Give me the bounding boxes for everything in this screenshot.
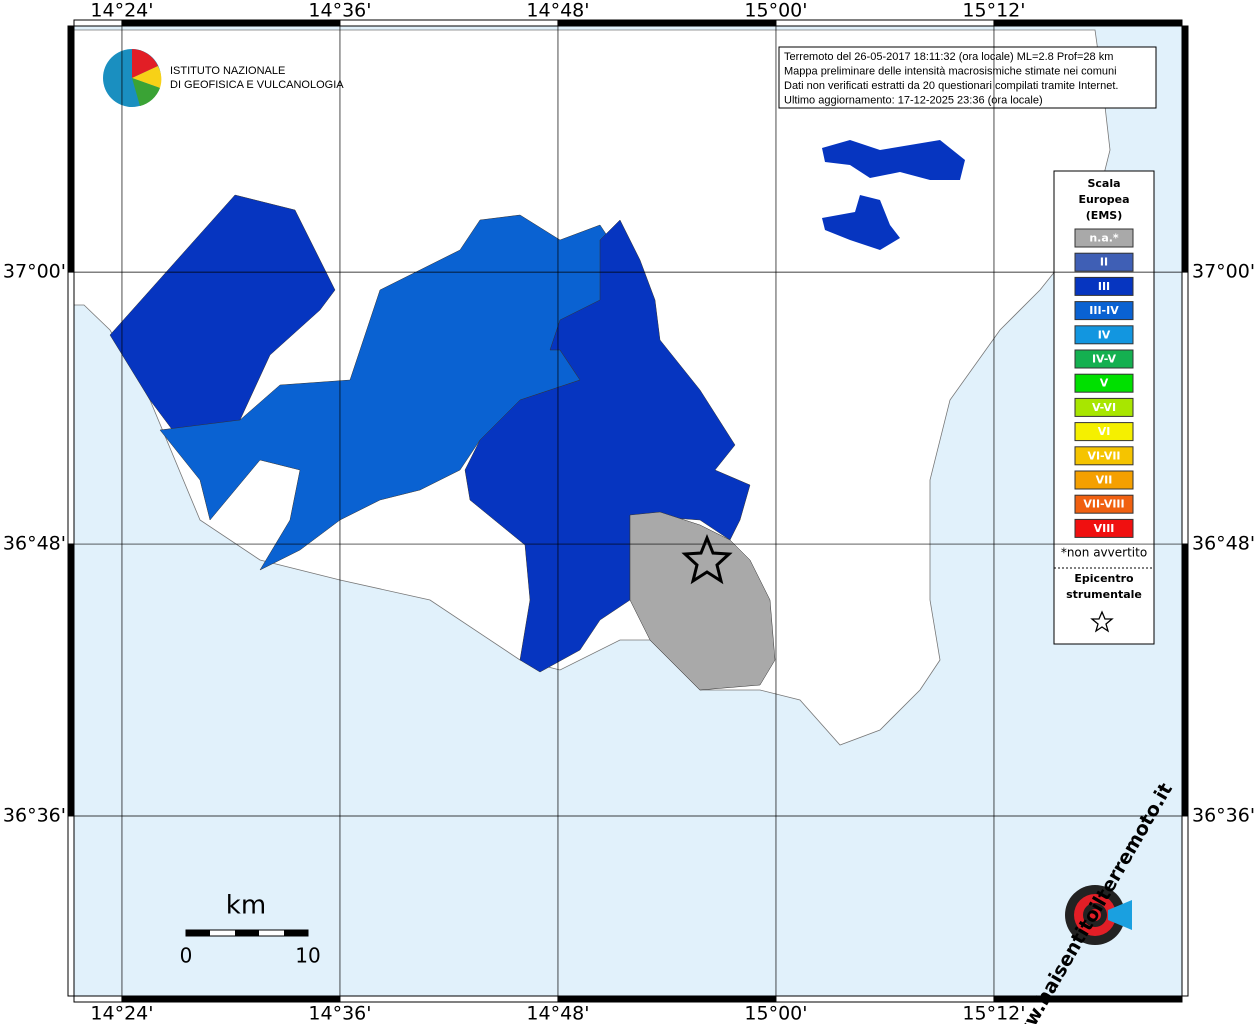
info-line: Mappa preliminare delle intensità macros… <box>784 66 1117 78</box>
frame <box>73 25 1183 997</box>
legend-swatch <box>1074 494 1134 514</box>
legend-swatch <box>1074 446 1134 466</box>
scale-bar: km 0 10 <box>180 891 321 968</box>
legend-epicenter: strumentale <box>1066 588 1142 601</box>
legend-star <box>1090 610 1114 633</box>
frame-bar <box>73 995 123 1003</box>
legend-note: *non avvertito <box>1061 546 1147 560</box>
legend-label: V <box>1100 377 1109 390</box>
lat-label: 36°36' <box>1192 804 1255 826</box>
frame-bar <box>557 995 777 1003</box>
frame-bar <box>67 25 75 273</box>
legend-label: III <box>1098 280 1110 293</box>
lat-label: 36°48' <box>1192 533 1255 555</box>
frame-bar <box>67 815 75 997</box>
legend-swatch <box>1074 518 1134 538</box>
lon-label: 14°24' <box>90 1003 153 1025</box>
frame-bar <box>339 19 559 27</box>
lat-label: 37°00' <box>3 261 66 283</box>
legend-swatch <box>1074 301 1134 321</box>
lon-label: 15°00' <box>744 0 807 22</box>
legend-label: II <box>1100 256 1108 269</box>
lon-label: 15°00' <box>744 1003 807 1025</box>
island <box>822 140 965 180</box>
legend-swatch <box>1074 276 1134 296</box>
region-na <box>629 511 776 691</box>
frame-bar <box>557 19 777 27</box>
frame-bar <box>1181 271 1189 545</box>
info-box <box>778 46 1157 109</box>
lon-label: 14°48' <box>526 1003 589 1025</box>
frame-bar <box>67 543 75 817</box>
legend-label: VIII <box>1094 522 1115 535</box>
lat-label: 36°48' <box>3 533 66 555</box>
frame-bar <box>1181 543 1189 817</box>
legend-label: IV <box>1098 328 1111 341</box>
legend-label: V-VI <box>1092 401 1116 414</box>
legend-swatch <box>1074 397 1134 417</box>
info-line: Terremoto del 26-05-2017 18:11:32 (ora l… <box>784 51 1113 63</box>
logo-text: DI GEOFISICA E VULCANOLOGIA <box>170 79 344 91</box>
frame-bar <box>121 19 341 27</box>
legend-swatch <box>1074 252 1134 272</box>
frame-bar <box>1181 25 1189 273</box>
legend-swatch <box>1074 373 1134 393</box>
lon-label: 15°12' <box>962 1003 1025 1025</box>
logo-text: ISTITUTO NAZIONALE <box>170 65 285 77</box>
frame-bar <box>993 995 1183 1003</box>
legend-label: IV-V <box>1092 353 1117 366</box>
info-line: Ultimo aggiornamento: 17-12-2025 23:36 (… <box>784 95 1043 107</box>
legend-swatch <box>1074 422 1134 442</box>
lat-label: 37°00' <box>1192 261 1255 283</box>
island <box>822 195 900 250</box>
info-line: Dati non verificati estratti da 20 quest… <box>784 80 1118 92</box>
legend-swatch <box>1074 349 1134 369</box>
epicenter <box>681 533 733 585</box>
legend-label: n.a.* <box>1089 232 1119 245</box>
region-iii <box>109 194 336 441</box>
legend-swatch <box>1074 228 1134 248</box>
legend-label: VI <box>1098 425 1111 438</box>
frame-bar <box>121 995 341 1003</box>
frame-bar <box>1181 815 1189 997</box>
legend-label: VI-VII <box>1087 449 1120 462</box>
frame-bar <box>339 995 559 1003</box>
lon-label: 14°48' <box>526 0 589 22</box>
legend-title: Scala <box>1087 177 1120 190</box>
scale-end: 10 <box>295 944 320 968</box>
legend-epicenter: Epicentro <box>1074 572 1134 585</box>
legend-swatch <box>1074 325 1134 345</box>
frame-bar <box>775 19 995 27</box>
legend-swatch <box>1074 470 1134 490</box>
lon-label: 15°12' <box>962 0 1025 22</box>
frame-bar <box>775 995 995 1003</box>
lon-label: 14°24' <box>90 0 153 22</box>
legend-title: (EMS) <box>1086 209 1122 222</box>
lon-label: 14°36' <box>308 0 371 22</box>
legend-label: VII-VIII <box>1083 498 1124 511</box>
lat-label: 36°36' <box>3 804 66 826</box>
scale-start: 0 <box>180 944 193 968</box>
scale-unit: km <box>226 891 266 921</box>
legend-title: Europea <box>1078 193 1129 206</box>
ingv-logo: ISTITUTO NAZIONALE DI GEOFISICA E VULCAN… <box>103 49 344 107</box>
lon-label: 14°36' <box>308 1003 371 1025</box>
frame-bar <box>67 271 75 545</box>
legend-label: III-IV <box>1089 304 1119 317</box>
legend-label: VII <box>1096 474 1113 487</box>
